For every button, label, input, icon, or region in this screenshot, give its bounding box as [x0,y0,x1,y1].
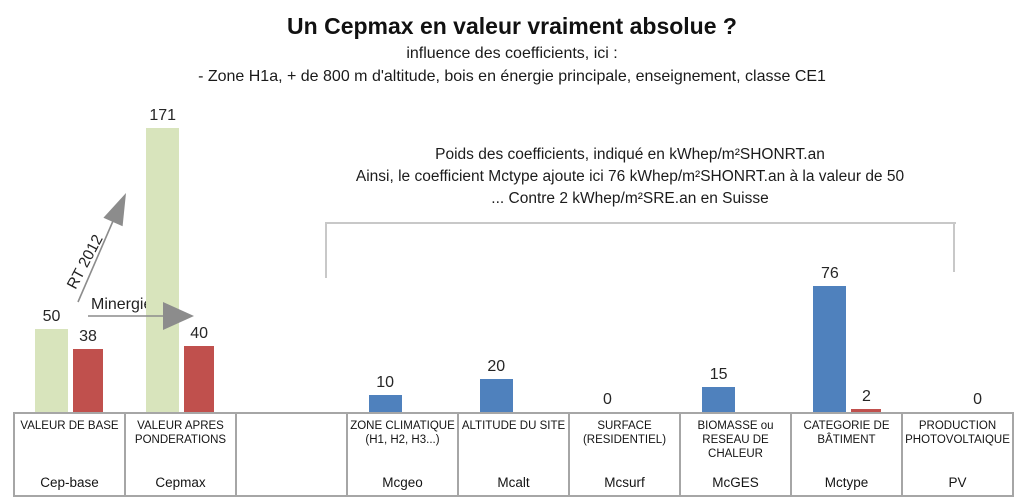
bar-Cep-base [73,349,103,412]
table-cell-Mcalt: ALTITUDE DU SITE Mcalt [459,414,570,495]
coefficient-name: Mcsurf [604,475,645,490]
coefficient-name: Cep-base [40,475,99,490]
note-line-1: Poids des coefficients, indiqué en kWhep… [435,146,825,163]
table-cell-Mctype: CATEGORIE DE BÂTIMENT Mctype [792,414,903,495]
coefficients-note: Poids des coefficients, indiqué en kWhep… [300,144,960,210]
table-cell-empty [237,414,348,495]
table-cell-Mcsurf: SURFACE (RESIDENTIEL) Mcsurf [570,414,681,495]
coefficients-bracket-top [325,222,956,224]
table-cell-Cep-base: VALEUR DE BASE Cep-base [15,414,126,495]
category-description: VALEUR DE BASE [20,420,119,432]
category-description: SURFACE (RESIDENTIEL) [582,420,667,446]
table-cell-Mcgeo: ZONE CLIMATIQUE (H1, H2, H3...) Mcgeo [348,414,459,495]
bar-Cepmax [184,346,215,412]
bar-McGES [702,387,736,412]
page-title: Un Cepmax en valeur vraiment absolue ? [287,13,737,39]
bar-value-label: 0 [603,391,612,408]
subtitle: influence des coefficients, ici : [406,45,618,62]
bar-value-label: 50 [42,308,61,325]
bar-value-label: 0 [973,391,983,408]
category-description: BIOMASSE ou RESEAU DE CHALEUR [697,420,774,460]
bar-Mctype [851,409,882,412]
coefficient-name: McGES [712,475,759,490]
coefficient-name: PV [948,475,967,490]
category-description: ZONE CLIMATIQUE (H1, H2, H3...) [350,420,455,446]
bar-value-label: 38 [79,328,97,345]
bar-value-label: 20 [487,358,506,375]
category-description: CATEGORIE DE BÂTIMENT [803,420,890,446]
context-line: - Zone H1a, + de 800 m d'altitude, bois … [198,68,826,85]
table-cell-McGES: BIOMASSE ou RESEAU DE CHALEUR McGES [681,414,792,495]
category-description: VALEUR APRES PONDERATIONS [134,420,227,446]
bar-value-label: 171 [149,107,177,124]
bar-value-label: 2 [861,388,871,405]
category-description: PRODUCTION PHOTOVOLTAIQUE [905,420,1010,446]
coefficient-name: Cepmax [155,475,206,490]
bar-Mcgeo [368,395,402,412]
bar-value-label: 10 [376,374,394,391]
coefficients-bracket-right-leg [953,222,955,272]
bar-Mctype [813,286,847,412]
table-cell-Cepmax: VALEUR APRES PONDERATIONS Cepmax [126,414,237,495]
category-description: ALTITUDE DU SITE [461,420,566,432]
coefficient-name: Mctype [824,475,869,490]
bar-value-label: 15 [709,366,728,383]
coefficient-name: Mcalt [497,475,530,490]
bar-Cep-base [35,329,68,412]
bar-value-label: 76 [820,265,839,282]
note-line-3: ... Contre 2 kWhep/m²SRE.an en Suisse [491,190,769,207]
table-cell-PV: PRODUCTION PHOTOVOLTAIQUE PV [903,414,1012,495]
coefficients-bracket-left-leg [325,222,327,278]
bar-Mcalt [479,379,513,412]
coefficient-name: Mcgeo [382,475,423,490]
category-table: VALEUR DE BASE Cep-base VALEUR APRES PONDE… [13,412,1014,497]
note-line-2: Ainsi, le coefficient Mctype ajoute ici … [355,168,905,185]
bar-Cepmax [146,128,180,412]
bar-value-label: 40 [190,325,209,342]
